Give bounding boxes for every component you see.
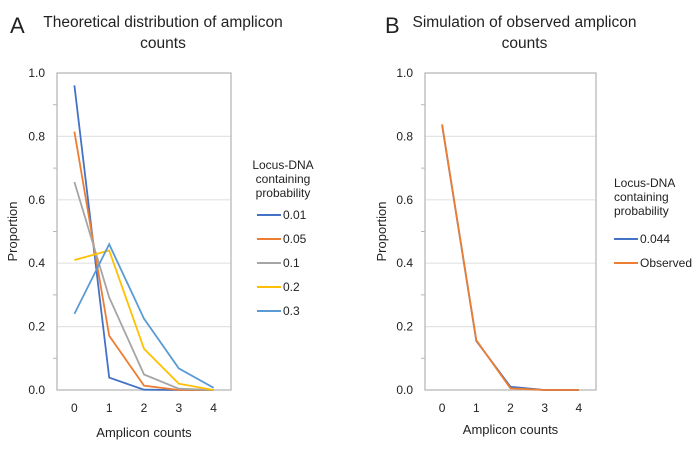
legend-label: 0.044 <box>640 232 671 246</box>
chart-a-legend-items: 0.01 0.05 0.1 0.2 0.3 <box>243 206 323 320</box>
x-tick-label: 1 <box>473 401 480 415</box>
legend-item: 0.01 <box>257 206 323 224</box>
legend-label: 0.05 <box>283 232 307 246</box>
x-tick-label: 2 <box>507 401 514 415</box>
y-tick-label: 1.0 <box>396 66 413 80</box>
legend-title-line: probability <box>255 186 311 200</box>
series-line-observed <box>441 124 579 391</box>
legend-label: Observed <box>640 256 693 270</box>
legend-item: Observed <box>614 254 694 272</box>
x-tick-label: 3 <box>175 401 182 415</box>
x-tick-label: 4 <box>576 401 583 415</box>
legend-label: 0.3 <box>283 304 300 318</box>
x-axis-label: Amplicon counts <box>463 422 559 437</box>
chart-b-legend-items: 0.044 Observed <box>614 230 694 272</box>
chart-a-legend: Locus-DNA containing probability 0.01 0.0… <box>243 158 323 320</box>
panel-b-letter: B <box>385 13 400 38</box>
panel-b-title-line-1: Simulation of observed amplicon <box>412 14 637 31</box>
y-tick-label: 0.4 <box>28 256 45 270</box>
legend-item: 0.2 <box>257 278 323 296</box>
panel-a-title-line-1: Theoretical distribution of amplicon <box>43 14 283 31</box>
legend-item: 0.1 <box>257 254 323 272</box>
legend-title-line: Locus-DNA <box>614 176 676 190</box>
y-tick-label: 0.4 <box>396 256 413 270</box>
x-tick-label: 1 <box>106 401 113 415</box>
y-tick-label: 1.0 <box>28 66 45 80</box>
y-tick-label: 0.0 <box>396 383 413 397</box>
series-line-0-3 <box>73 242 215 389</box>
legend-title-line: containing <box>255 172 311 186</box>
x-tick-label: 4 <box>210 401 217 415</box>
legend-title-line: Locus-DNA <box>252 158 314 172</box>
y-tick-label: 0.2 <box>28 320 45 334</box>
chart-a-legend-title: Locus-DNA containing probability <box>243 158 323 200</box>
panel-a-letter: A <box>10 13 25 38</box>
x-tick-label: 3 <box>541 401 548 415</box>
y-axis-label: Proportion <box>374 202 389 262</box>
x-tick-label: 0 <box>439 401 446 415</box>
y-axis-label: Proportion <box>5 202 20 262</box>
chart-a-plot: 0.0 0.2 0.4 0.6 0.8 1.0 0 1 2 3 4 Amplicon counts Pr… <box>5 66 232 440</box>
x-tick-label: 2 <box>141 401 148 415</box>
plot-frame <box>424 72 597 391</box>
legend-label: 0.2 <box>283 280 300 294</box>
series-line-0-2 <box>74 249 214 391</box>
legend-swatch <box>614 262 638 264</box>
panel-b-title-line-2: counts <box>501 35 548 52</box>
legend-item: 0.3 <box>257 302 323 320</box>
y-tick-label: 0.6 <box>396 193 413 207</box>
legend-swatch <box>257 286 281 288</box>
legend-title-line: containing <box>614 190 669 204</box>
y-tick-label: 0.0 <box>28 383 45 397</box>
legend-swatch <box>257 238 281 240</box>
y-tick-label: 0.8 <box>28 129 45 143</box>
legend-item: 0.044 <box>614 230 694 248</box>
chart-b-legend: Locus-DNA containing probability 0.044 Ob… <box>614 176 694 272</box>
series-line-0-1 <box>73 181 214 391</box>
panel-a-title: Theoretical distribution of amplicon cou… <box>38 12 288 54</box>
x-axis-label: Amplicon counts <box>96 425 192 440</box>
panel-b-title: Simulation of observed amplicon counts <box>402 12 647 54</box>
legend-title-line: probability <box>614 204 669 218</box>
y-tick-label: 0.8 <box>396 129 413 143</box>
legend-item: 0.05 <box>257 230 323 248</box>
legend-swatch <box>257 262 281 264</box>
legend-swatch <box>257 214 281 216</box>
legend-swatch <box>257 310 281 312</box>
y-tick-label: 0.2 <box>396 320 413 334</box>
legend-swatch <box>614 238 638 240</box>
x-tick-label: 0 <box>71 401 78 415</box>
legend-label: 0.01 <box>283 208 307 222</box>
y-tick-label: 0.6 <box>28 193 45 207</box>
chart-b-legend-title: Locus-DNA containing probability <box>614 176 694 218</box>
panel-a-title-line-2: counts <box>140 35 186 52</box>
legend-label: 0.1 <box>283 256 300 270</box>
